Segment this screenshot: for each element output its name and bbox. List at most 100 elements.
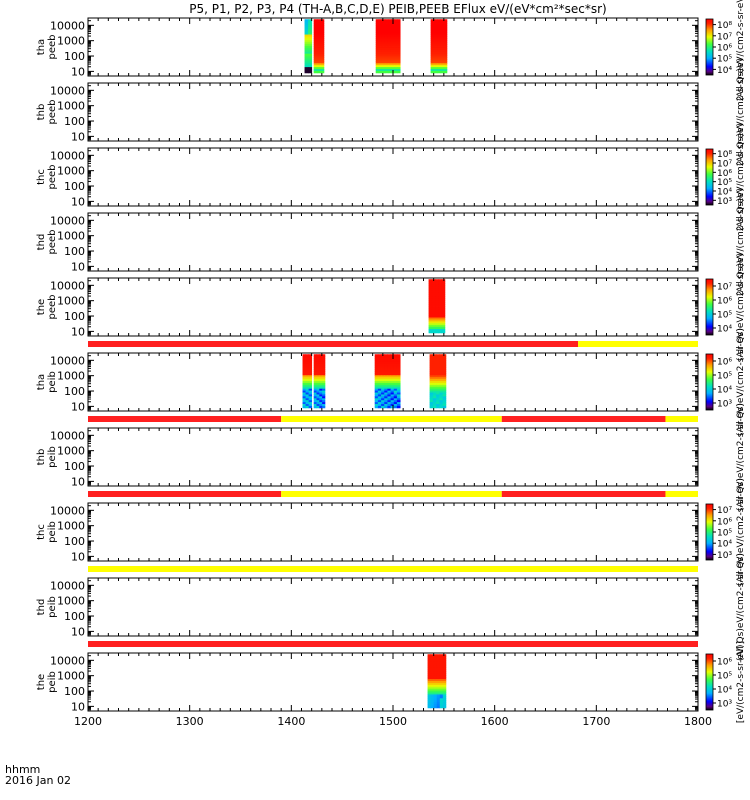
spectrogram-cell: [302, 373, 306, 376]
spectrogram-cell: [431, 315, 436, 318]
spectrogram-cell: [302, 379, 306, 382]
spectrogram-cell: [396, 367, 401, 370]
spectrogram-cell: [308, 26, 313, 30]
spectrogram-cell: [431, 284, 436, 288]
spectrogram-cell: [387, 65, 392, 68]
spectrogram-cell: [429, 371, 434, 374]
spectrogram-cell: [375, 55, 380, 58]
spectrogram-cell: [441, 281, 446, 284]
spectrogram-cell: [308, 400, 313, 403]
spectrogram-cell: [433, 705, 438, 709]
spectrogram-cell: [316, 379, 320, 382]
spectrogram-cell: [427, 684, 432, 688]
spectrogram-cell: [432, 377, 437, 380]
spectrogram-cell: [387, 26, 392, 30]
x-tick-label: 1700: [582, 715, 610, 728]
spectrogram-cell: [304, 34, 309, 37]
spectrogram-cell: [317, 19, 321, 22]
spectrogram-cell: [443, 63, 448, 66]
spectrogram-cell: [316, 390, 320, 393]
spectrogram-cell: [305, 400, 310, 403]
spectrogram-cell: [439, 390, 444, 393]
spectrogram-cell: [439, 365, 444, 369]
spectrogram-cell: [433, 42, 438, 45]
spectrogram-cell: [384, 57, 389, 60]
spectrogram-cell: [439, 369, 444, 372]
colorbar-tick-label: 10⁴: [717, 386, 732, 396]
spectrogram-cell: [393, 359, 398, 363]
spectrogram-cell: [394, 24, 398, 28]
spectrogram-cell: [439, 381, 444, 384]
spectrogram-cell: [387, 404, 391, 407]
spectrogram-cell: [439, 705, 444, 709]
spectrogram-cell: [377, 359, 382, 363]
spectrogram-cell: [438, 306, 442, 309]
spectrogram-cell: [430, 34, 435, 37]
spectrogram-cell: [316, 369, 320, 372]
spectrogram-cell: [429, 394, 434, 397]
colorbar-tick-label: 10⁵: [717, 672, 732, 682]
spectrogram-cell: [374, 386, 379, 390]
spectrogram-cell: [304, 36, 309, 39]
spectrogram-cell: [440, 57, 445, 60]
spectrogram-cell: [384, 396, 388, 399]
spectrogram-cell: [308, 36, 313, 39]
spectrogram-cell: [430, 61, 435, 64]
panel-ylabel: thc: [36, 524, 47, 540]
spectrogram-cell: [381, 63, 386, 66]
spectrogram-cell: [387, 386, 391, 390]
colorbar-tick-label: 10⁶: [717, 44, 732, 54]
spectrogram-cell: [440, 28, 445, 32]
spectrogram-cell: [308, 382, 313, 386]
spectrogram-cell: [305, 398, 310, 401]
spectrogram-cell: [430, 661, 435, 665]
panel-ylabel: peib: [47, 671, 58, 693]
spectrogram-cell: [397, 67, 401, 70]
spectrogram-cell: [308, 381, 313, 384]
spectrogram-cell: [437, 59, 441, 62]
spectrogram-cell: [322, 371, 326, 374]
panel-frame: [87, 277, 699, 337]
spectrogram-cell: [308, 398, 313, 401]
spectrogram-cell: [317, 53, 321, 57]
spectrogram-cell: [387, 70, 392, 74]
spectrogram-cell: [305, 354, 310, 357]
spectrogram-cell: [319, 392, 323, 395]
spectrogram-cell: [443, 24, 448, 28]
spectrogram-cell: [433, 696, 438, 699]
spectrogram-cell: [320, 61, 325, 64]
spectrogram-cell: [381, 28, 386, 32]
y-tick-label: 100: [64, 685, 85, 698]
spectrogram-cell: [430, 679, 435, 682]
spectrogram-cell: [308, 51, 313, 55]
spectrogram-cell: [436, 354, 440, 357]
spectrogram-cell: [390, 359, 395, 363]
panel-ylabel: peib: [47, 596, 58, 618]
spectrogram-cell: [304, 51, 309, 55]
spectrogram-cell: [387, 381, 391, 384]
spectrogram-cell: [440, 44, 445, 47]
spectrogram-cell: [308, 371, 313, 374]
spectrogram-cell: [433, 49, 438, 53]
spectrogram-cell: [305, 373, 310, 376]
spectrogram-cell: [377, 384, 382, 388]
spectrogram-cell: [390, 371, 395, 374]
spectrogram-cell: [438, 294, 442, 297]
spectrogram-cell: [384, 28, 389, 32]
spectrogram-cell: [435, 281, 439, 284]
y-tick-label: 100: [64, 535, 85, 548]
spectrogram-cell: [381, 61, 386, 64]
spectrogram-cell: [442, 663, 447, 667]
colorbar-label: (All Qs)eV/(cm2-s-sr-eV): [736, 188, 746, 296]
spectrogram-cell: [429, 363, 434, 367]
y-tick-label: 1000: [57, 100, 85, 113]
spectrogram-cell: [431, 298, 436, 301]
spectrogram-cell: [302, 354, 306, 357]
spectrogram-cell: [436, 679, 441, 682]
chart-title: P5, P1, P2, P3, P4 (TH-A,B,C,D,E) PEIB,P…: [189, 2, 606, 16]
spectrogram-cell: [387, 55, 392, 58]
spectrogram-cell: [313, 402, 317, 405]
spectrogram-cell: [397, 47, 401, 51]
spectrogram-cell: [442, 698, 447, 701]
spectrogram-cell: [374, 390, 379, 393]
